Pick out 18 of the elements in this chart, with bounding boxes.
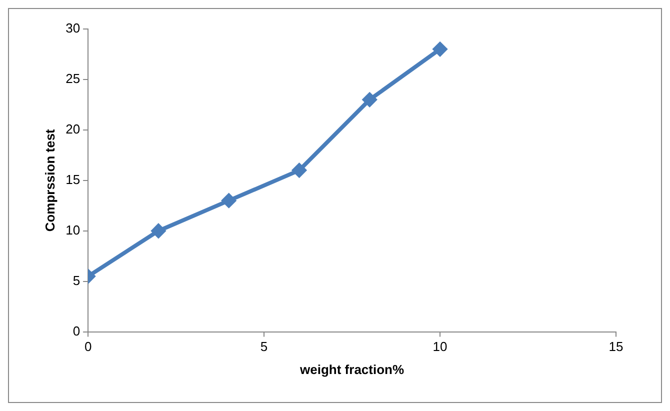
x-tick-label: 10 — [432, 339, 448, 354]
point — [433, 42, 448, 56]
y-tick-label: 0 — [72, 323, 80, 338]
x-tick-label: 15 — [608, 339, 624, 354]
x-tick-label: 5 — [260, 339, 268, 354]
y-tick-label: 15 — [66, 172, 80, 187]
y-tick-label: 5 — [72, 272, 80, 288]
x-axis-title: weight fraction% — [299, 362, 404, 377]
y-tick-label: 10 — [66, 222, 80, 238]
y-axis-title: Comprssion test — [42, 128, 58, 232]
point — [362, 92, 377, 107]
x-tick-label: 0 — [84, 339, 92, 354]
point — [222, 194, 236, 208]
y-tick-label: 20 — [66, 122, 80, 137]
point — [292, 163, 306, 178]
y-tick-label: 25 — [66, 71, 80, 86]
point — [151, 224, 166, 238]
y-tick-label: 30 — [66, 20, 80, 36]
